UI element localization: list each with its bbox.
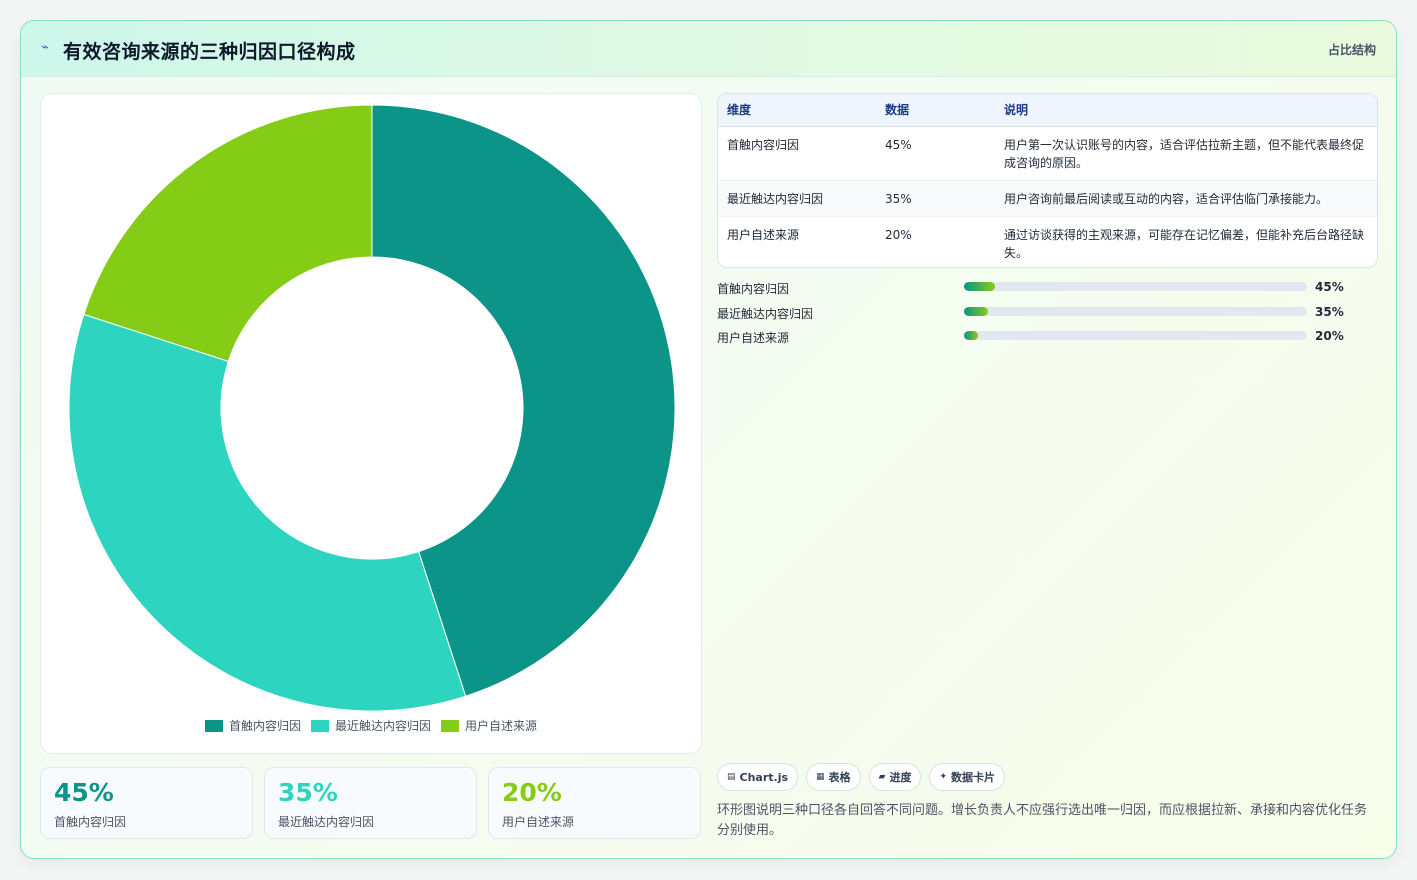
chart-icon: ▤ [727,772,736,782]
progress-percent: 35% [1315,304,1344,319]
progress-bars: 首触内容归因 45% 最近触达内容归因 35% 用户自述来源 20% [717,278,1378,352]
progress-label: 最近触达内容归因 [717,306,814,321]
table-header: 说明 [995,94,1377,127]
donut-chart-panel: 首触内容归因 最近触达内容归因 用户自述来源 [40,93,702,754]
progress-label: 首触内容归因 [717,282,790,296]
donut-chart [68,104,676,712]
legend-label: 用户自述来源 [465,719,538,733]
legend-label: 最近触达内容归因 [334,719,431,733]
card-title: 有效咨询来源的三种归因口径构成 [63,41,356,63]
legend-swatch [204,719,223,732]
card-tag: 占比结构 [1327,43,1376,57]
progress-row: 首触内容归因 45% [717,278,1378,303]
table-cell: 用户第一次认识账号的内容，适合评估拉新主题，但不能代表最终促成咨询的原因。 [995,126,1377,181]
progress-row: 用户自述来源 20% [717,327,1378,352]
progress-fill [964,282,995,291]
kpi-card-first-touch: 45% 首触内容归因 [40,767,253,839]
progress-row: 最近触达内容归因 35% [717,303,1378,328]
chip-table[interactable]: ▦ 表格 [806,763,861,791]
donut-slice-self-report[interactable] [83,104,373,362]
bolt-icon: ⌁ [41,40,49,55]
kpi-value: 35% [278,778,338,807]
progress-track [964,282,1307,291]
chart-legend: 首触内容归因 最近触达内容归因 用户自述来源 [41,717,701,734]
kpi-card-self-report: 20% 用户自述来源 [488,767,701,839]
data-table: 维度 数据 说明 首触内容归因 45% 用户第一次认识账号的内容，适合评估拉新主… [717,93,1378,268]
table-header-row: 维度 数据 说明 [718,94,1377,127]
legend-swatch [441,719,459,732]
legend-item-last-touch[interactable]: 最近触达内容归因 [310,717,431,734]
donut-slice-last-touch[interactable] [68,313,467,712]
chip-label: 表格 [828,771,851,784]
donut-slice-first-touch[interactable] [371,104,676,697]
table-header: 数据 [876,94,995,127]
chip-label: 数据卡片 [951,771,996,784]
chip-progress[interactable]: ▰ 进度 [868,763,922,791]
legend-item-self-report[interactable]: 用户自述来源 [441,717,537,734]
chip-label: Chart.js [739,770,789,784]
table-header: 维度 [718,94,876,127]
kpi-label: 最近触达内容归因 [278,815,375,829]
table-row: 最近触达内容归因 35% 用户咨询前最后阅读或互动的内容，适合评估临门承接能力。 [718,180,1377,217]
table-cell: 20% [885,227,912,242]
chart-note: 环形图说明三种口径各自回答不同问题。增长负责人不应强行选出唯一归因，而应根据拉新… [717,803,1368,838]
progress-percent: 45% [1315,280,1344,294]
table-cell: 首触内容归因 [718,126,876,181]
progress-fill [964,306,988,316]
table-icon: ▦ [816,772,825,782]
kpi-value: 45% [54,778,114,807]
progress-track [964,306,1307,316]
kpi-cards: 45% 首触内容归因 35% 最近触达内容归因 20% 用户自述来源 [40,767,702,839]
chip-data-card[interactable]: ✦ 数据卡片 [929,763,1006,791]
table-row: 用户自述来源 20% 通过访谈获得的主观来源，可能存在记忆偏差，但能补充后台路径… [718,216,1377,267]
progress-percent: 20% [1315,329,1344,343]
sparkle-icon: ✦ [939,772,948,782]
table-cell: 35% [876,180,995,217]
table-cell: 通过访谈获得的主观来源，可能存在记忆偏差，但能补充后台路径缺失。 [1004,227,1365,260]
table-cell: 45% [876,126,995,181]
card-header: ⌁ 有效咨询来源的三种归因口径构成 占比结构 [21,21,1396,77]
table-cell: 用户咨询前最后阅读或互动的内容，适合评估临门承接能力。 [995,180,1377,217]
progress-track [964,331,1307,340]
chip-label: 进度 [889,771,912,784]
progress-label: 用户自述来源 [717,331,790,345]
chip-chartjs[interactable]: ▤ Chart.js [717,763,799,791]
table-cell: 最近触达内容归因 [718,180,876,217]
progress-fill [964,331,978,340]
chart-card: ⌁ 有效咨询来源的三种归因口径构成 占比结构 首触内容归因 最近触达内容归因 用… [20,20,1397,859]
kpi-label: 用户自述来源 [502,815,575,829]
legend-swatch [310,719,329,732]
legend-label: 首触内容归因 [228,719,301,733]
table-row: 首触内容归因 45% 用户第一次认识账号的内容，适合评估拉新主题，但不能代表最终… [718,126,1377,181]
legend-item-first-touch[interactable]: 首触内容归因 [204,717,301,734]
kpi-value: 20% [502,778,562,807]
tech-chips: ▤ Chart.js ▦ 表格 ▰ 进度 ✦ 数据卡片 [717,763,1006,791]
kpi-card-last-touch: 35% 最近触达内容归因 [264,767,477,839]
table-cell: 用户自述来源 [727,227,800,242]
progress-icon: ▰ [878,772,886,782]
kpi-label: 首触内容归因 [54,815,127,829]
